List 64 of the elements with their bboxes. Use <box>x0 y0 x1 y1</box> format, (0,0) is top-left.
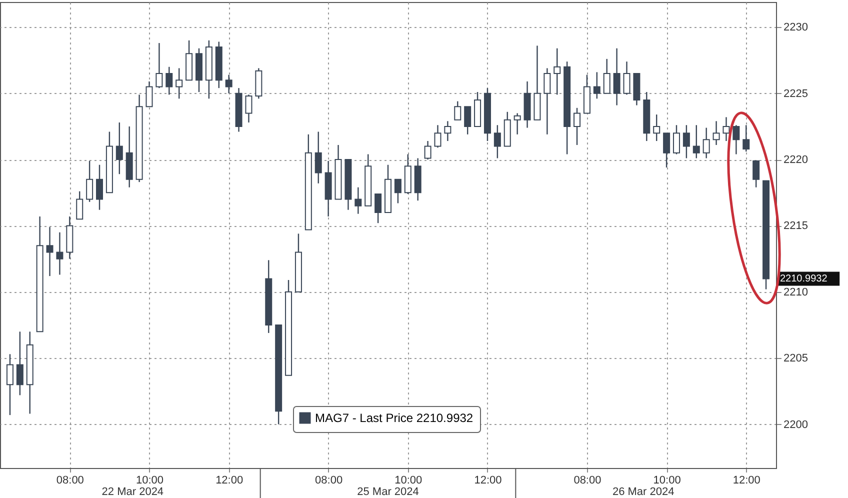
candlestick <box>116 122 123 175</box>
x-tick-label: 12:00 <box>474 474 502 486</box>
candlestick <box>663 132 670 168</box>
y-tick-label: 2230 <box>784 22 808 34</box>
candlestick <box>672 124 680 155</box>
text: 22 Mar 2024 <box>102 486 164 498</box>
candlestick <box>454 100 462 120</box>
candlestick <box>444 120 452 142</box>
candlestick <box>146 80 153 108</box>
candlestick <box>732 124 740 155</box>
candlestick <box>464 106 472 135</box>
candlestick <box>96 164 104 210</box>
text: 2210.9932 <box>780 274 828 285</box>
candlestick <box>554 48 561 96</box>
candlestick <box>176 68 183 100</box>
candlestick <box>682 124 690 159</box>
candlestick <box>692 124 700 159</box>
candlestick <box>16 331 24 396</box>
x-tick-label: 10:00 <box>653 474 681 486</box>
candlestick <box>46 226 54 277</box>
candlestick <box>653 114 660 142</box>
y-tick-label: 2225 <box>784 88 808 100</box>
candlestick <box>514 112 521 135</box>
candlestick <box>166 66 173 96</box>
candlestick <box>712 120 720 146</box>
x-tick-label: 08:00 <box>315 474 343 486</box>
candlestick <box>76 190 84 220</box>
candlestick <box>603 58 610 94</box>
candlestick <box>623 60 630 96</box>
x-tick-label: 10:00 <box>136 474 164 486</box>
y-tick-label: 2200 <box>784 418 808 431</box>
candlestick <box>742 124 750 152</box>
candlestick <box>574 107 581 146</box>
x-tick-label: 10:00 <box>394 474 422 486</box>
candlestick <box>593 72 600 100</box>
candlestick <box>434 124 442 148</box>
x-tick-label: 08:00 <box>56 474 84 486</box>
y-tick-label: 2210 <box>784 286 808 298</box>
candlestick <box>394 178 402 204</box>
candlestick <box>613 48 620 106</box>
candlestick <box>156 42 163 89</box>
candlestick <box>245 94 252 124</box>
candlestick <box>86 160 94 203</box>
x-tick-label: 12:00 <box>732 474 760 486</box>
candlestick <box>424 140 432 160</box>
legend-label: MAG7 - Last Price 2210.9932 <box>315 411 474 425</box>
x-tick-label: 12:00 <box>216 474 244 486</box>
y-tick-label: 2215 <box>784 220 808 232</box>
candlestick <box>544 68 551 135</box>
candlestick <box>354 186 362 214</box>
candlestick <box>225 74 232 94</box>
candlestick <box>494 124 501 159</box>
candlestick <box>722 116 730 142</box>
text: 25 Mar 2024 <box>357 486 419 498</box>
candlestick <box>314 131 322 184</box>
candlestick <box>752 160 760 188</box>
text: 26 Mar 2024 <box>612 486 674 498</box>
candlestick <box>702 127 710 159</box>
candlestick <box>56 232 64 276</box>
candlestick <box>6 354 14 416</box>
x-tick-label: 08:00 <box>574 474 602 486</box>
y-tick-label: 2220 <box>784 154 808 166</box>
candlestick <box>374 193 382 224</box>
y-tick-label: 2205 <box>784 352 808 365</box>
